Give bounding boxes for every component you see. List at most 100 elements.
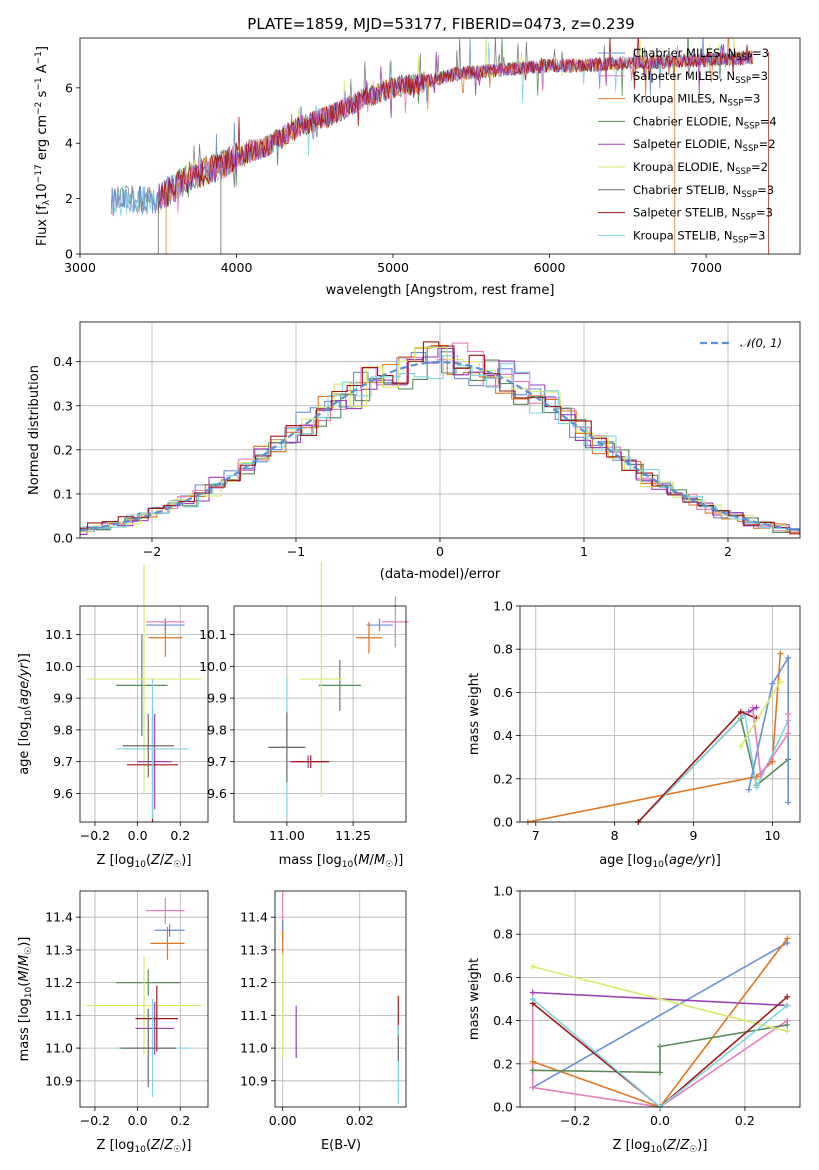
mass-vs-Z-y-label: mass [log10(M/M☉)] bbox=[17, 937, 34, 1062]
legend-tail: =3 bbox=[748, 228, 765, 242]
y-tick-label: 0.8 bbox=[493, 927, 513, 942]
label-part: M bbox=[17, 955, 32, 966]
residuals-frame bbox=[79, 321, 801, 539]
series-line bbox=[532, 942, 788, 1089]
y-tick-label: 0 bbox=[65, 247, 73, 262]
legend-sub: SSP bbox=[743, 144, 759, 154]
plot-layer: 3000 4000 5000 6000 7000 0 2 4 6 Chabrier MILES, … bbox=[17, 37, 801, 1155]
x-tick-label: −0.2 bbox=[80, 1113, 110, 1128]
x-tick-label: 0.0 bbox=[128, 828, 148, 843]
mass-vs-EBV-x-label: E(B-V) bbox=[321, 1138, 361, 1153]
y-tick-label: 2 bbox=[65, 191, 73, 206]
x-tick-label: 0.00 bbox=[269, 1113, 297, 1128]
age_vs_Z-points bbox=[86, 564, 202, 822]
x-tick-label: 0.2 bbox=[735, 1113, 755, 1128]
histogram-series bbox=[80, 347, 800, 535]
label-part: )] bbox=[181, 1138, 191, 1153]
label-part: λ bbox=[42, 199, 52, 205]
label-part: erg cm bbox=[35, 115, 50, 164]
legend-text: Salpeter ELODIE, N bbox=[633, 137, 743, 151]
legend-text: Kroupa ELODIE, N bbox=[633, 160, 735, 174]
series-marker bbox=[657, 1069, 663, 1076]
spectrum-series-line bbox=[157, 44, 753, 209]
series-line bbox=[751, 707, 789, 777]
mass_weight_vs_Z-frame bbox=[519, 890, 801, 1108]
series-marker bbox=[753, 704, 760, 711]
series-marker bbox=[785, 799, 792, 806]
y-tick-label: 0.2 bbox=[493, 1056, 513, 1071]
x-tick-label: −0.2 bbox=[80, 828, 110, 843]
label-part: ( bbox=[146, 853, 151, 868]
label-part: 10 bbox=[24, 710, 34, 722]
y-tick-label: 10.1 bbox=[199, 627, 227, 642]
label-part: Z bbox=[679, 1138, 690, 1153]
age_vs_mass-frame bbox=[233, 605, 407, 823]
residuals-x-label: (data-model)/error bbox=[380, 567, 501, 582]
y-tick-label: 9.7 bbox=[53, 754, 73, 769]
label-part: age/yr bbox=[669, 853, 712, 868]
x-tick-label: 0.0 bbox=[650, 1113, 670, 1128]
y-tick-label: 10.0 bbox=[199, 659, 227, 674]
y-tick-label: 0.2 bbox=[493, 771, 513, 786]
series-marker bbox=[737, 743, 744, 750]
legend-text: Kroupa MILES, N bbox=[633, 92, 728, 106]
series-marker bbox=[745, 786, 752, 793]
legend-tail: =3 bbox=[757, 183, 774, 197]
label-part: ] bbox=[35, 46, 50, 51]
series-marker bbox=[784, 993, 791, 1000]
legend-tail: =2 bbox=[759, 137, 776, 151]
x-tick-label: 5000 bbox=[377, 260, 409, 275]
legend-entry: Kroupa MILES, NSSP=3 bbox=[633, 92, 760, 109]
y-tick-label: 11.3 bbox=[45, 942, 73, 957]
x-tick-label: 10 bbox=[764, 828, 780, 843]
label-part: 10 bbox=[650, 1145, 662, 1155]
legend-tail: =2 bbox=[751, 160, 768, 174]
legend-tail: =3 bbox=[752, 46, 769, 60]
histogram-series bbox=[80, 351, 800, 536]
x-tick-label: 7000 bbox=[690, 260, 722, 275]
legend-sub: SSP bbox=[744, 121, 760, 131]
legend-sub: SSP bbox=[740, 213, 756, 223]
label-part: Z [log bbox=[97, 1138, 135, 1153]
label-part: Z bbox=[163, 1138, 174, 1153]
series-marker bbox=[785, 711, 792, 717]
y-tick-label: 0.6 bbox=[493, 970, 513, 985]
label-part: M bbox=[358, 853, 369, 868]
series-marker bbox=[657, 1043, 663, 1050]
x-tick-label: 8 bbox=[611, 828, 619, 843]
legend-text: Chabrier MILES, N bbox=[633, 46, 736, 60]
histogram-lines bbox=[80, 341, 800, 536]
legend-entry: Chabrier ELODIE, NSSP=4 bbox=[633, 114, 777, 131]
label-part: ( bbox=[17, 705, 32, 710]
spectrum-series-line bbox=[157, 38, 753, 211]
label-part: Z [log bbox=[613, 1138, 651, 1153]
y-tick-label: 9.6 bbox=[207, 786, 227, 801]
residuals-y-label: Normed distribution bbox=[27, 365, 42, 495]
y-tick-label: 1.0 bbox=[493, 884, 513, 899]
label-part: mass [log bbox=[279, 853, 342, 868]
series-marker bbox=[769, 680, 776, 687]
y-tick-label: 11.0 bbox=[45, 1041, 73, 1056]
label-part: / bbox=[17, 965, 32, 970]
histogram-series bbox=[80, 342, 800, 533]
label-part: ( bbox=[662, 1138, 667, 1153]
series-marker bbox=[769, 758, 776, 765]
age_vs_Z-axes: −0.2 0.0 0.2 9.6 9.7 9.8 9.9 10.0 10.1 bbox=[45, 606, 208, 843]
series-line bbox=[748, 706, 757, 713]
y-tick-label: 0.0 bbox=[53, 531, 73, 546]
series-marker bbox=[745, 708, 752, 715]
label-part: / bbox=[160, 1138, 165, 1153]
y-tick-label: 0.4 bbox=[493, 728, 513, 743]
mass-weight-vs-age-y-label: mass weight bbox=[467, 673, 482, 755]
legend-entry: Chabrier MILES, NSSP=3 bbox=[633, 46, 769, 63]
histogram-series bbox=[80, 346, 800, 533]
y-tick-label: 0.1 bbox=[53, 486, 73, 501]
x-tick-label: 4000 bbox=[221, 260, 253, 275]
y-tick-label: 1.0 bbox=[493, 599, 513, 614]
y-tick-label: 0.0 bbox=[493, 815, 513, 830]
series-line bbox=[740, 681, 781, 747]
label-part: ☉ bbox=[689, 1145, 697, 1155]
mass-weight-vs-Z-y-label: mass weight bbox=[467, 958, 482, 1040]
y-tick-label: 11.1 bbox=[240, 1008, 268, 1023]
